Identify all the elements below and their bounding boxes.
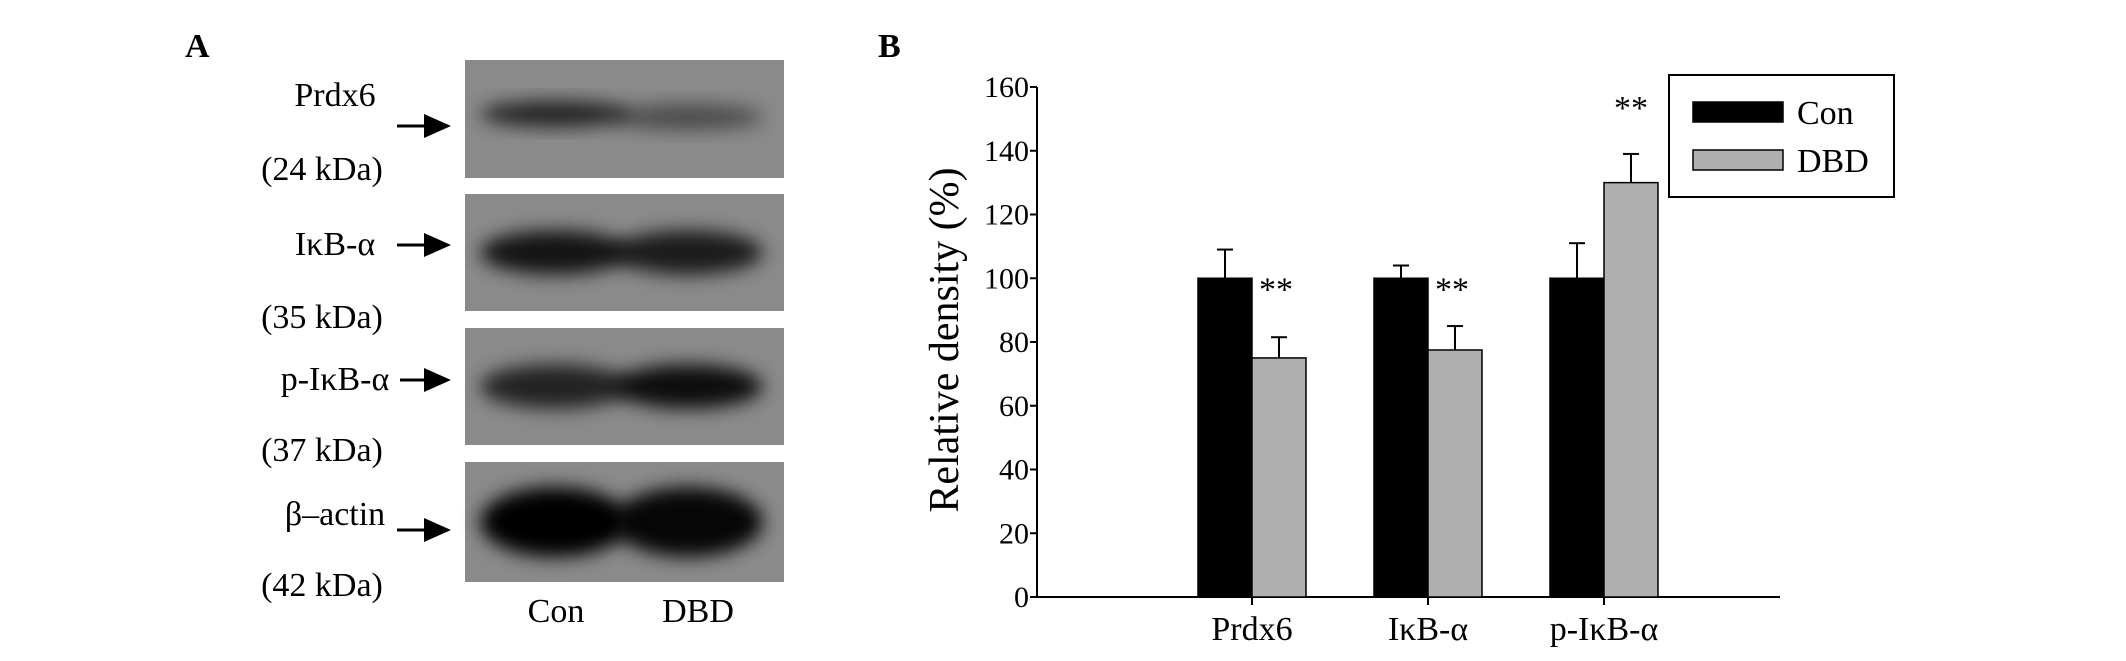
band-con xyxy=(480,364,630,409)
band-dbd xyxy=(613,364,763,409)
band-con xyxy=(480,230,630,275)
bar-dbd xyxy=(1603,181,1659,598)
y-tick-label: 120 xyxy=(984,199,1029,232)
significance-marker: ** xyxy=(1259,271,1293,308)
molecular-weight-label: (37 kDa) xyxy=(261,432,383,469)
y-axis-label: Relative density (%) xyxy=(922,167,968,512)
y-tick-label: 0 xyxy=(1014,581,1029,614)
bar-con xyxy=(1373,277,1429,598)
legend-swatch-con xyxy=(1692,101,1784,123)
x-tick-label: p-IκB-α xyxy=(1550,611,1659,648)
band-dbd xyxy=(613,230,763,275)
blot-0: Prdx6 (24 kDa) xyxy=(261,60,784,188)
legend-swatch-dbd xyxy=(1692,149,1784,171)
legend: Con DBD xyxy=(1668,74,1895,198)
panel-b-bar-chart: B 0 20 40 60 80 100 120 140 160 Relative density … xyxy=(878,28,1895,648)
protein-label: β–actin xyxy=(285,496,385,533)
y-tick-label: 140 xyxy=(984,135,1029,168)
band-con xyxy=(480,487,630,557)
protein-label: Prdx6 xyxy=(294,77,375,114)
bar-dbd xyxy=(1427,349,1483,598)
lane-label: DBD xyxy=(662,593,734,630)
legend-box xyxy=(1668,74,1895,198)
blot-2: p-IκB-α (37 kDa) xyxy=(261,328,784,469)
bar-con xyxy=(1197,277,1253,598)
y-tick-label: 20 xyxy=(999,517,1029,550)
molecular-weight-label: (42 kDa) xyxy=(261,567,383,604)
panel-b-label: B xyxy=(878,28,901,65)
molecular-weight-label: (24 kDa) xyxy=(261,151,383,188)
band-dbd xyxy=(613,487,763,557)
blot-3: β–actin (42 kDa) xyxy=(261,462,784,604)
bar-dbd xyxy=(1251,357,1307,598)
y-tick-label: 160 xyxy=(984,71,1029,104)
protein-label: p-IκB-α xyxy=(281,361,390,398)
protein-label: IκB-α xyxy=(295,226,375,263)
band-dbd xyxy=(613,104,763,130)
y-tick-label: 80 xyxy=(999,326,1029,359)
y-tick-label: 100 xyxy=(984,262,1029,295)
significance-marker: ** xyxy=(1435,271,1469,308)
x-tick-label: Prdx6 xyxy=(1211,611,1292,648)
blot-1: IκB-α (35 kDa) xyxy=(261,194,784,336)
x-tick-label: IκB-α xyxy=(1388,611,1468,648)
lane-label: Con xyxy=(528,593,585,630)
panel-a-western-blot: A Prdx6 (24 kDa) IκB-α (35 kDa) p-IκB-α (37 k… xyxy=(185,28,784,630)
panel-a-label: A xyxy=(185,28,210,65)
y-tick-label: 40 xyxy=(999,454,1029,487)
y-tick-label: 60 xyxy=(999,390,1029,423)
band-con xyxy=(480,101,630,127)
legend-label: DBD xyxy=(1797,143,1869,180)
significance-marker: ** xyxy=(1614,90,1648,127)
legend-label: Con xyxy=(1797,95,1854,132)
molecular-weight-label: (35 kDa) xyxy=(261,299,383,336)
bar-con xyxy=(1549,277,1605,598)
